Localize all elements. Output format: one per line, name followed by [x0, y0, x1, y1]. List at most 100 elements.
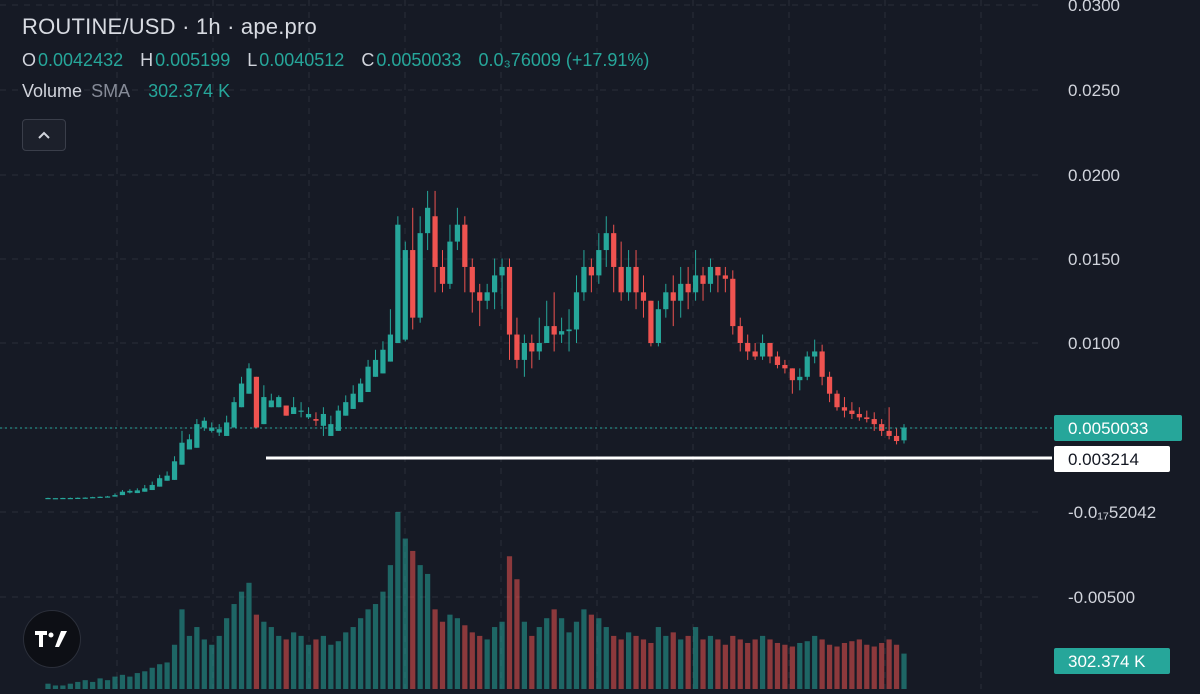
candle-body: [395, 224, 401, 343]
open-value: 0.0042432: [38, 50, 124, 70]
volume-bar: [246, 582, 252, 689]
candle-body: [157, 478, 163, 487]
volume-bar: [82, 680, 88, 689]
volume-bar: [194, 627, 200, 689]
volume-bar: [618, 639, 624, 689]
candle-body: [469, 266, 475, 293]
candle-body: [551, 326, 557, 335]
volume-tag-label: 302.374 K: [1068, 652, 1146, 671]
candle-body: [410, 250, 416, 318]
candle-body: [358, 383, 364, 403]
candle-body: [432, 216, 438, 267]
volume-bar: [655, 627, 661, 689]
change-value: 0.0₃76009 (+17.91%): [478, 50, 650, 70]
close-value: 0.0050033: [376, 50, 462, 70]
volume-bar: [261, 621, 267, 689]
volume-bar: [164, 662, 170, 689]
volume-bar: [633, 635, 639, 689]
volume-bar: [224, 618, 230, 689]
volume-bar: [60, 685, 66, 689]
volume-bar: [380, 591, 386, 689]
candle-body: [365, 366, 371, 393]
candle-body: [804, 356, 810, 377]
candle-body: [194, 424, 200, 448]
low-value: 0.0040512: [259, 50, 345, 70]
candle-body: [774, 356, 781, 365]
candle-body: [462, 224, 468, 267]
candle-body: [707, 266, 714, 284]
candle-body: [320, 413, 327, 426]
candle-body: [343, 402, 349, 416]
high-value: 0.005199: [155, 50, 231, 70]
volume-bar: [521, 621, 527, 689]
volume-bar: [886, 639, 892, 689]
candle-body: [797, 376, 803, 381]
volume-bar: [469, 632, 475, 689]
candle-body: [596, 250, 602, 276]
candle-body: [678, 283, 684, 301]
current-price-tag: [1054, 415, 1182, 441]
candle-body: [142, 488, 148, 492]
volume-bar: [253, 614, 260, 689]
candle-body: [767, 343, 773, 357]
candle-body: [104, 496, 111, 498]
candle-body: [730, 278, 736, 327]
volume-bar: [588, 614, 594, 689]
volume-bar: [789, 646, 795, 689]
volume-bar: [596, 618, 602, 689]
volume-bar: [216, 635, 222, 689]
volume-bar: [625, 632, 632, 689]
volume-bar: [752, 639, 758, 689]
candle-body: [536, 343, 542, 352]
volume-bar: [670, 632, 676, 689]
volume-bar: [231, 604, 237, 689]
candle-body: [305, 413, 312, 418]
volume-bar: [328, 644, 334, 689]
ohlc-row: O 0.0042432 H 0.005199 L 0.0040512 C 0.00500…: [22, 50, 661, 71]
close-key: C: [361, 50, 375, 70]
volume-bar: [179, 609, 185, 689]
y-axis-label: -0.00500: [1068, 588, 1135, 607]
candle-body: [566, 329, 572, 332]
candle-body: [298, 410, 304, 412]
candle-body: [670, 292, 676, 301]
candle-body: [789, 368, 795, 381]
candle-body: [231, 402, 237, 428]
volume-bar: [558, 618, 565, 689]
candle-body: [134, 490, 140, 494]
candle-body: [253, 376, 260, 428]
volume-bar: [335, 641, 341, 689]
high-key: H: [140, 50, 154, 70]
volume-bar: [759, 635, 766, 689]
volume-bar: [499, 621, 505, 689]
volume-bar: [484, 639, 490, 689]
low-key: L: [247, 50, 258, 70]
y-axis: 0.0300 0.0250 0.0200 0.0150 0.0100 -0.0₁₇5204…: [1054, 0, 1182, 674]
volume-bar: [112, 676, 118, 689]
chevron-up-icon: [38, 131, 50, 139]
candle-body: [484, 292, 490, 301]
candle-body: [112, 495, 118, 497]
volume-bar: [782, 644, 788, 689]
volume-bar: [417, 565, 423, 689]
volume-bar: [640, 639, 647, 689]
current-price-label: 0.0050033: [1068, 419, 1148, 438]
volume-bar: [283, 639, 289, 689]
volume-bar: [678, 639, 684, 689]
candle-body: [492, 275, 498, 293]
candle-body: [246, 368, 252, 394]
candle-body: [856, 413, 862, 418]
volume-bar: [142, 671, 148, 689]
candle-body: [499, 266, 505, 276]
tradingview-logo[interactable]: [23, 610, 81, 668]
candle-body: [454, 224, 460, 242]
candle-body: [812, 351, 818, 357]
candle-body: [826, 376, 833, 394]
volume-bar: [149, 667, 155, 689]
candle-body: [573, 292, 580, 330]
candle-body: [209, 427, 215, 431]
volume-bar: [402, 538, 408, 689]
collapse-legend-button[interactable]: [22, 119, 66, 151]
